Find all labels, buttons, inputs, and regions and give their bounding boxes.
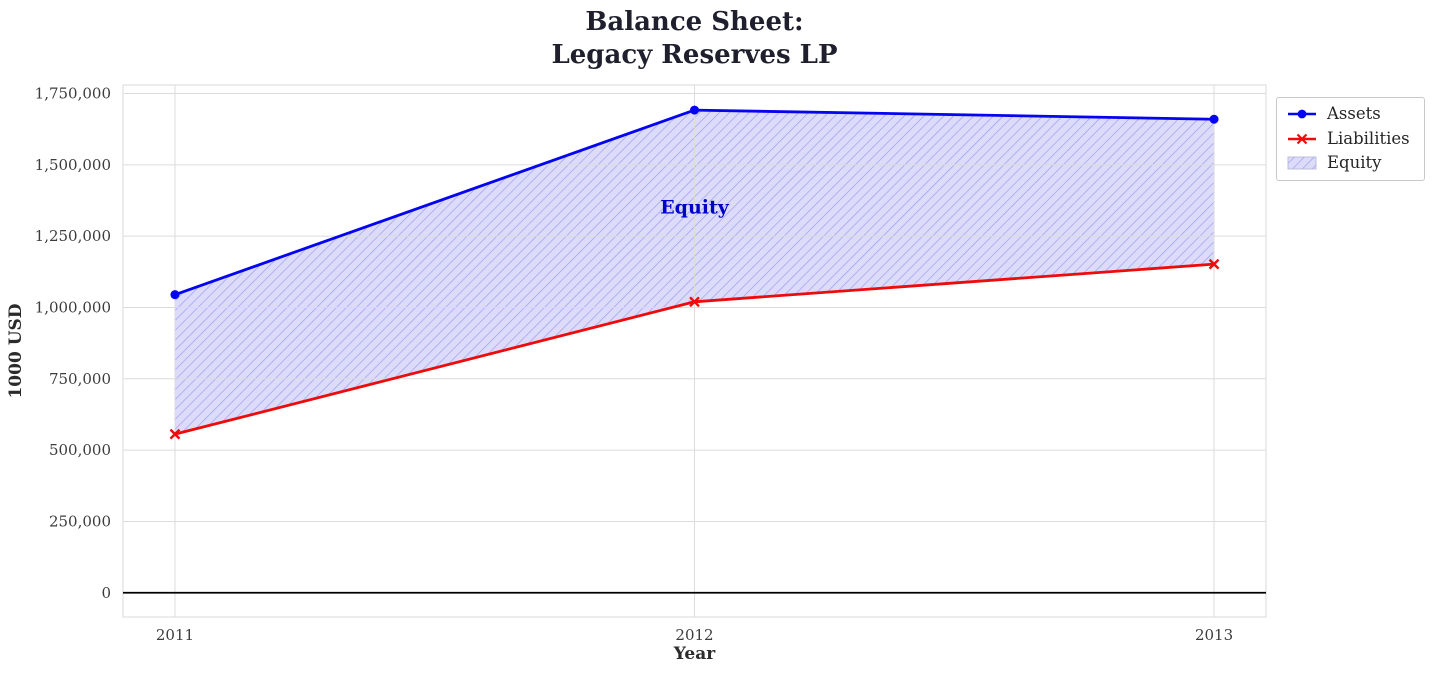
liabilities-marker	[1208, 258, 1220, 270]
liabilities-marker	[169, 428, 181, 440]
equity-patch-icon	[1287, 156, 1317, 170]
legend-label-equity: Equity	[1327, 153, 1382, 172]
assets-line-icon	[1288, 109, 1316, 119]
y-tick-label: 500,000	[49, 441, 111, 459]
legend-item-assets: Assets	[1286, 104, 1410, 123]
legend-item-equity: Equity	[1286, 153, 1410, 172]
x-tick-label: 2012	[675, 626, 713, 644]
legend-label-assets: Assets	[1327, 104, 1381, 123]
y-tick-label: 250,000	[49, 512, 111, 530]
liabilities-line-icon	[1288, 133, 1316, 145]
y-tick-label: 1,750,000	[35, 85, 111, 103]
assets-marker	[690, 105, 699, 115]
y-axis-label: 1000 USD	[6, 303, 26, 399]
chart-title: Balance Sheet: Legacy Reserves LP	[551, 7, 838, 70]
y-tick-label: 1,250,000	[35, 227, 111, 245]
y-tick-label: 1,500,000	[35, 156, 111, 174]
x-axis-label: Year	[673, 644, 716, 664]
y-tick-label: 1,000,000	[35, 298, 111, 316]
x-tick-label: 2013	[1195, 626, 1233, 644]
x-tick-label: 2011	[156, 626, 194, 644]
assets-marker	[170, 290, 180, 300]
liabilities-marker	[689, 296, 700, 308]
equity-annotation: Equity	[660, 197, 730, 219]
legend: Assets Liabilities Equity	[1276, 97, 1425, 181]
legend-item-liabilities: Liabilities	[1286, 128, 1410, 148]
y-tick-label: 750,000	[49, 370, 111, 388]
y-tick-label: 0	[101, 584, 111, 602]
legend-label-liabilities: Liabilities	[1327, 128, 1410, 148]
assets-marker	[1209, 114, 1219, 124]
